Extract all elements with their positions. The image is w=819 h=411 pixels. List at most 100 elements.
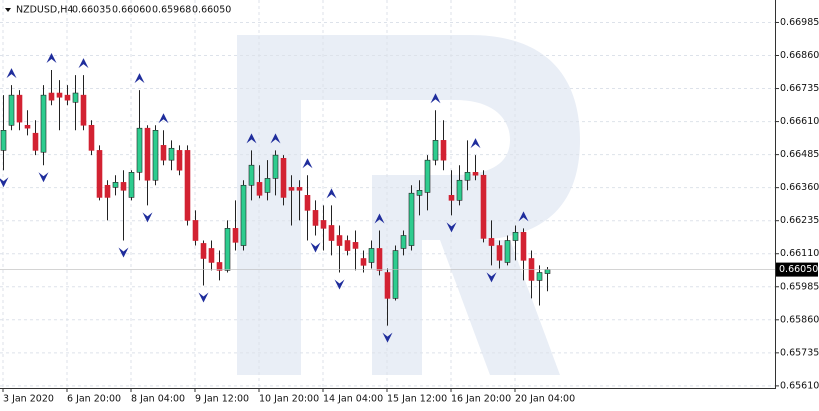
last-price-box: [776, 262, 818, 277]
candle-body: [368, 248, 375, 263]
candle-body: [432, 140, 439, 161]
x-tick-label: 15 Jan 12:00: [387, 394, 447, 405]
candle-body: [40, 94, 47, 153]
fractal-up: [46, 53, 57, 64]
candle-body: [80, 94, 87, 126]
candle-body: [392, 250, 399, 299]
x-tick-label: 8 Jan 04:00: [131, 394, 185, 405]
candle-body: [208, 248, 215, 263]
candle-body: [504, 240, 511, 263]
ohlc-value: 0.65968: [152, 5, 191, 16]
candle-body: [224, 228, 231, 271]
candle-body: [88, 124, 95, 151]
candle-body: [280, 158, 287, 198]
menu-arrow: [5, 8, 11, 12]
fractal-up: [302, 158, 313, 169]
fractal-down: [486, 272, 497, 283]
candle-body: [480, 174, 487, 239]
candle-body: [96, 150, 103, 198]
candle-body: [168, 147, 175, 161]
candle-body: [472, 172, 479, 176]
candle-body: [128, 172, 135, 198]
candle-body: [288, 187, 295, 191]
fractal-down: [334, 279, 345, 290]
candle-body: [352, 242, 359, 249]
candle-body: [464, 172, 471, 181]
candle-body: [160, 145, 167, 161]
x-tick-label: 20 Jan 04:00: [515, 394, 575, 405]
candles: [0, 53, 551, 343]
fractal-down: [310, 242, 321, 253]
y-tick-label: 0.66985: [780, 17, 819, 28]
candle-body: [64, 94, 71, 101]
ohlc-value: 0.66060: [112, 5, 151, 16]
y-tick-label: 0.66485: [780, 149, 819, 160]
candle-body: [384, 272, 391, 299]
candle-body: [256, 182, 263, 196]
ohlc-value: 0.66050: [192, 5, 231, 16]
candle-body: [376, 248, 383, 271]
y-tick-label: 0.65985: [780, 281, 819, 292]
candle-body: [328, 225, 335, 241]
y-tick-label: 0.66235: [780, 215, 819, 226]
candle-body: [448, 195, 455, 201]
candle-body: [312, 210, 319, 226]
candle-body: [48, 92, 55, 101]
y-tick-label: 0.66110: [780, 248, 819, 259]
candle-body: [152, 130, 159, 181]
candle-body: [408, 192, 415, 246]
candle-body: [304, 195, 311, 211]
candle-body: [112, 182, 119, 188]
watermark: [237, 35, 580, 375]
fractal-down: [38, 172, 49, 183]
candle-body: [344, 240, 351, 251]
fractal-up: [518, 211, 529, 222]
candle-body: [272, 154, 279, 179]
last-price-label: 0.66050: [779, 264, 818, 275]
y-tick-label: 0.65860: [780, 314, 819, 325]
candle-body: [136, 127, 143, 173]
ohlc-value: 0.66035: [72, 5, 111, 16]
y-tick-label: 0.66360: [780, 182, 819, 193]
fractal-up: [78, 58, 89, 69]
candle-body: [456, 179, 463, 201]
candle-body: [240, 184, 247, 246]
y-tick-label: 0.66735: [780, 83, 819, 94]
ohlc-values: 0.66035 0.66060 0.65968 0.66050: [72, 5, 231, 16]
x-tick-label: 10 Jan 20:00: [259, 394, 319, 405]
fractal-up: [6, 68, 17, 79]
candle-body: [320, 220, 327, 229]
candle-body: [248, 164, 255, 186]
fractal-down: [142, 212, 153, 223]
fractal-up: [158, 113, 169, 124]
candle-body: [416, 189, 423, 196]
fractal-down: [118, 247, 129, 258]
candle-body: [104, 184, 111, 198]
candle-body: [72, 92, 79, 103]
candle-body: [296, 187, 303, 191]
candle-body: [336, 235, 343, 246]
candle-body: [232, 228, 239, 243]
x-tick-label: 16 Jan 20:00: [451, 394, 511, 405]
fractal-down: [446, 222, 457, 233]
candle-body: [120, 182, 127, 191]
candle-body: [176, 150, 183, 171]
candle-body: [56, 92, 63, 98]
candle-body: [32, 132, 39, 151]
candle-body: [0, 130, 7, 151]
fractal-up: [430, 93, 441, 104]
candle-body: [184, 150, 191, 221]
candle-body: [16, 94, 23, 123]
candle-body: [488, 238, 495, 246]
x-tick-label: 3 Jan 2020: [3, 394, 54, 405]
fractal-up: [374, 213, 385, 224]
candle-body: [536, 272, 543, 281]
candle-body: [216, 262, 223, 271]
candle-body: [512, 232, 519, 241]
y-tick-label: 0.66610: [780, 116, 819, 127]
fractal-up: [270, 133, 281, 144]
fractal-down: [0, 177, 9, 188]
candle-body: [192, 220, 199, 241]
candle-body: [440, 140, 447, 161]
